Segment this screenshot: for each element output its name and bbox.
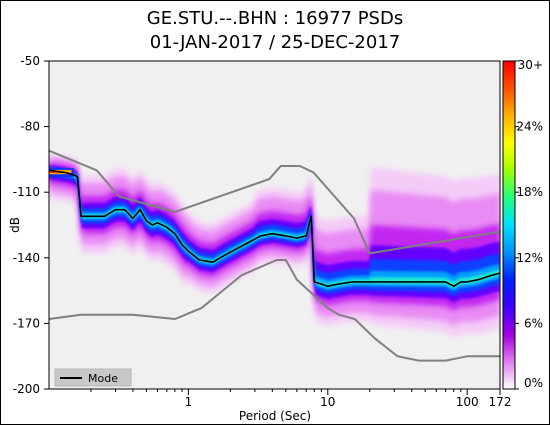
colorbar: 0% 6% 12% 18% 24% 30+: [502, 58, 543, 390]
x-tick-label: 172: [489, 395, 512, 409]
colorbar-tick-label: 24%: [516, 120, 543, 134]
colorbar-tick-label: 30+: [518, 58, 543, 72]
y-tick-label: -170: [13, 316, 40, 330]
x-axis-label: Period (Sec): [239, 409, 311, 423]
y-tick-label: -80: [20, 120, 40, 134]
y-tick-label: -200: [13, 382, 40, 396]
legend-box: [54, 368, 132, 387]
colorbar-gradient: [503, 61, 515, 389]
density-band-cyan: [49, 168, 500, 291]
y-axis: -50 -80 -110 -140 -170 -200: [13, 54, 49, 396]
x-tick-label: 100: [456, 395, 479, 409]
y-tick-label: -110: [13, 185, 40, 199]
legend-mode-label: Mode: [88, 372, 118, 385]
colorbar-border: [502, 60, 516, 390]
colorbar-tick-label: 12%: [516, 251, 543, 265]
plot-border: [48, 60, 501, 390]
noise-model-low: [49, 259, 500, 362]
density-hotspot-peak: [49, 170, 59, 173]
colorbar-ticks: 0% 6% 12% 18% 24% 30+: [515, 58, 543, 390]
x-tick-label: 10: [320, 395, 335, 409]
chart-title: GE.STU.--.BHN : 16977 PSDs: [146, 8, 404, 29]
colorbar-tick-label: 6%: [524, 316, 543, 330]
mode-layer: [49, 169, 500, 288]
noise-models: [49, 149, 500, 362]
y-tick-label: -50: [20, 54, 40, 68]
noise-model-high: [49, 149, 500, 255]
colorbar-tick-label: 18%: [516, 185, 543, 199]
mode-line: [49, 169, 500, 288]
y-tick-label: -140: [13, 251, 40, 265]
colorbar-tick-label: 0%: [524, 376, 543, 390]
legend: Mode: [54, 368, 132, 387]
x-tick-label: 1: [185, 395, 193, 409]
y-axis-label: dB: [8, 217, 22, 233]
x-axis: 1 10 100 172: [90, 389, 512, 409]
chart-subtitle: 01-JAN-2017 / 25-DEC-2017: [149, 32, 401, 53]
